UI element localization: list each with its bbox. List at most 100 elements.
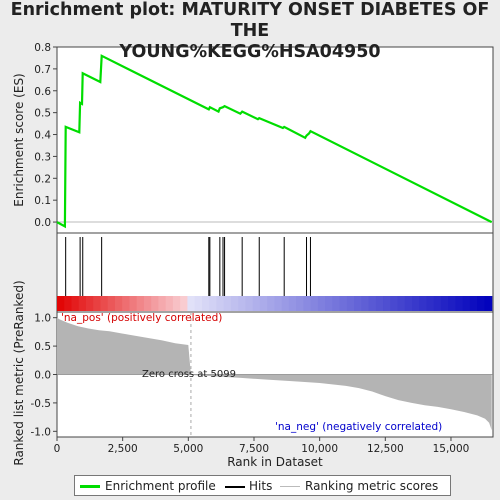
neg-correlated-label: 'na_neg' (negatively correlated) [275, 421, 442, 433]
hit-markers [65, 237, 311, 296]
color-bar-segment [71, 296, 80, 311]
color-bar-segment [375, 296, 384, 311]
metric-y-ticks: -1.0 -0.5 0.0 0.5 1.0 [31, 313, 57, 438]
color-bar-segment [477, 296, 486, 311]
color-bar-segment [361, 296, 370, 311]
zero-cross-label: Zero cross at 5099 [142, 369, 236, 380]
color-bar-segment [332, 296, 341, 311]
es-curve-group [56, 54, 493, 229]
legend: Enrichment profile Hits Ranking metric s… [74, 475, 451, 496]
color-bar-segment [64, 296, 73, 311]
metric-y-tick-label: 0.5 [34, 341, 51, 353]
color-bar-segment [368, 296, 377, 311]
color-bar-segment [440, 296, 449, 311]
color-bar-segment [57, 296, 65, 311]
color-bar-segment [172, 296, 181, 311]
color-bar-segment [397, 296, 406, 311]
color-bar-segment [339, 296, 348, 311]
es-y-tick-label: 0.8 [34, 42, 51, 54]
color-bar-segment [469, 296, 478, 311]
es-y-axis-label: Enrichment score (ES) [12, 73, 26, 206]
color-bar-segment [201, 296, 210, 311]
color-bar-segment [165, 296, 174, 311]
color-bar-segment [122, 296, 131, 311]
color-bar-segment [419, 296, 428, 311]
plot-title-line-2: YOUNG%KEGG%HSA04950 [119, 42, 381, 62]
color-bar-segment [136, 296, 145, 311]
rank-x-tick-label: 5,000 [173, 443, 203, 455]
metric-y-tick-label: -0.5 [31, 398, 52, 410]
color-bar-segment [383, 296, 391, 311]
legend-label-hits: Hits [249, 479, 273, 493]
color-bar-segment [346, 296, 355, 311]
es-y-tick-label: 0.5 [34, 108, 51, 120]
color-bar-segment [129, 296, 138, 311]
color-bar-segment [114, 296, 123, 311]
color-bar-segment [100, 296, 109, 311]
color-bar-segment [404, 296, 413, 311]
rank-x-tick-label: 0 [54, 443, 61, 455]
metric-y-tick-label: 0.0 [34, 370, 51, 382]
color-bar-segment [158, 296, 167, 311]
color-bar-segment [426, 296, 435, 311]
ranked-metric-area [57, 312, 493, 437]
color-bar-segment [194, 296, 203, 311]
color-bar-segment [411, 296, 420, 311]
ranking-color-bar [57, 296, 493, 311]
color-bar-segment [267, 296, 275, 311]
color-bar-segment [245, 296, 254, 311]
color-bar-segment [143, 296, 152, 311]
legend-label-ranking: Ranking metric scores [305, 479, 439, 493]
color-bar-segment [296, 296, 304, 311]
color-bar-segment [187, 296, 196, 311]
plot-title: Enrichment plot: MATURITY ONSET DIABETES… [0, 0, 500, 63]
color-bar-segment [151, 296, 160, 311]
rank-x-tick-label: 7,500 [239, 443, 269, 455]
color-bar-segment [259, 296, 268, 311]
color-bar-segment [390, 296, 399, 311]
metric-area [57, 317, 492, 431]
color-bar-segment [107, 296, 116, 311]
color-bar-segment [455, 296, 464, 311]
plot-title-line-1: Enrichment plot: MATURITY ONSET DIABETES… [10, 0, 490, 41]
es-y-tick-label: 0.1 [34, 195, 51, 207]
legend-swatch-ranking [280, 486, 300, 487]
rank-x-ticks: 0 2,500 5,000 7,500 10,000 12,500 15,000 [54, 437, 470, 455]
color-bar-segment [484, 296, 493, 311]
es-curve [56, 54, 493, 229]
color-bar-segment [85, 296, 94, 311]
color-bar-segment [223, 296, 232, 311]
es-y-tick-label: 0.6 [34, 86, 51, 98]
es-y-tick-label: 0.2 [34, 173, 51, 185]
color-bar-segment [93, 296, 102, 311]
color-bar-segment [252, 296, 261, 311]
color-bar-segment [78, 296, 87, 311]
color-bar-segment [354, 296, 362, 311]
color-bar-segment [448, 296, 457, 311]
color-bar-segment [230, 296, 239, 311]
color-bar-segment [216, 296, 225, 311]
es-y-tick-label: 0.4 [34, 130, 51, 142]
metric-y-tick-label: -1.0 [31, 426, 52, 438]
es-y-tick-label: 0.7 [34, 64, 51, 76]
color-bar-segment [180, 296, 189, 311]
legend-label-enrichment: Enrichment profile [105, 479, 216, 493]
color-bar-segment [462, 296, 471, 311]
top-panel-frame [56, 46, 494, 234]
color-bar-segment [281, 296, 290, 311]
rank-x-tick-label: 12,500 [367, 443, 404, 455]
color-bar-segment [310, 296, 319, 311]
es-y-tick-label: 0.3 [34, 151, 51, 163]
color-bar-segment [274, 296, 283, 311]
legend-swatch-enrichment [80, 485, 100, 488]
metric-y-tick-label: 1.0 [34, 313, 51, 325]
color-bar-segment [303, 296, 312, 311]
color-bar-segment [433, 296, 442, 311]
es-y-tick-label: 0.0 [34, 217, 51, 229]
rank-x-tick-label: 10,000 [301, 443, 338, 455]
color-bar-segment [288, 296, 297, 311]
rank-x-tick-label: 2,500 [108, 443, 138, 455]
legend-swatch-hits [225, 486, 245, 488]
rank-x-tick-label: 15,000 [433, 443, 470, 455]
